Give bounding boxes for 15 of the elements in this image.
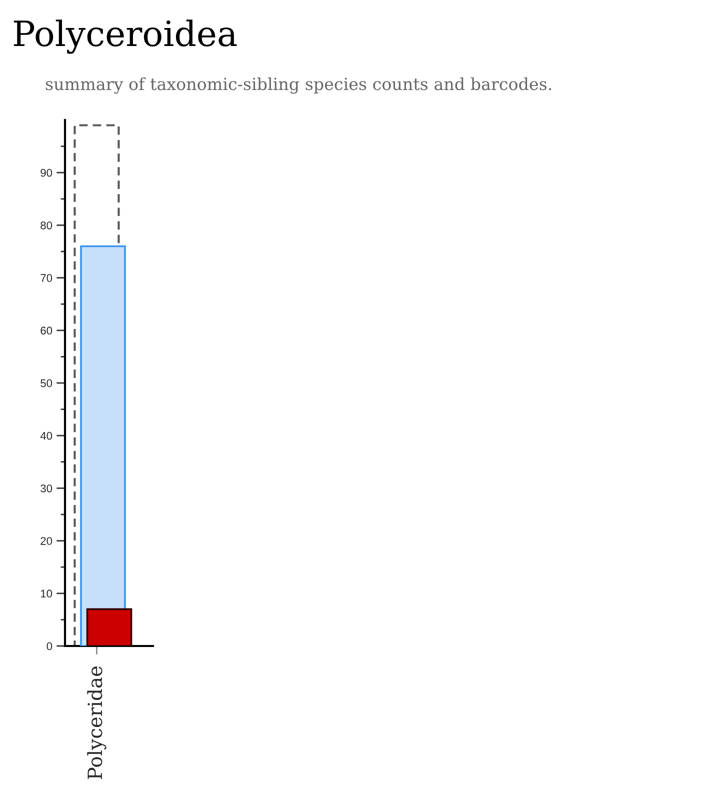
y-tick-label: 60 bbox=[40, 326, 52, 335]
y-tick-label: 20 bbox=[40, 537, 52, 545]
bar bbox=[86, 608, 132, 646]
y-tick-label: 30 bbox=[40, 484, 52, 492]
text: summary of taxonomic-sibling species counts and barcodes. bbox=[46, 77, 552, 94]
bar bbox=[80, 245, 126, 646]
y-tick-label: 10 bbox=[40, 590, 52, 598]
y-tick-label: 0 bbox=[46, 642, 52, 650]
x-tick-label: Polyceridae bbox=[87, 666, 106, 780]
y-tick-label: 80 bbox=[40, 221, 52, 230]
y-tick-label: 70 bbox=[40, 274, 52, 282]
y-tick-label: 50 bbox=[40, 379, 52, 388]
chart-title: Polyceroidea bbox=[14, 20, 237, 54]
y-tick-label: 90 bbox=[40, 168, 52, 177]
y-tick-label: 40 bbox=[40, 432, 52, 440]
